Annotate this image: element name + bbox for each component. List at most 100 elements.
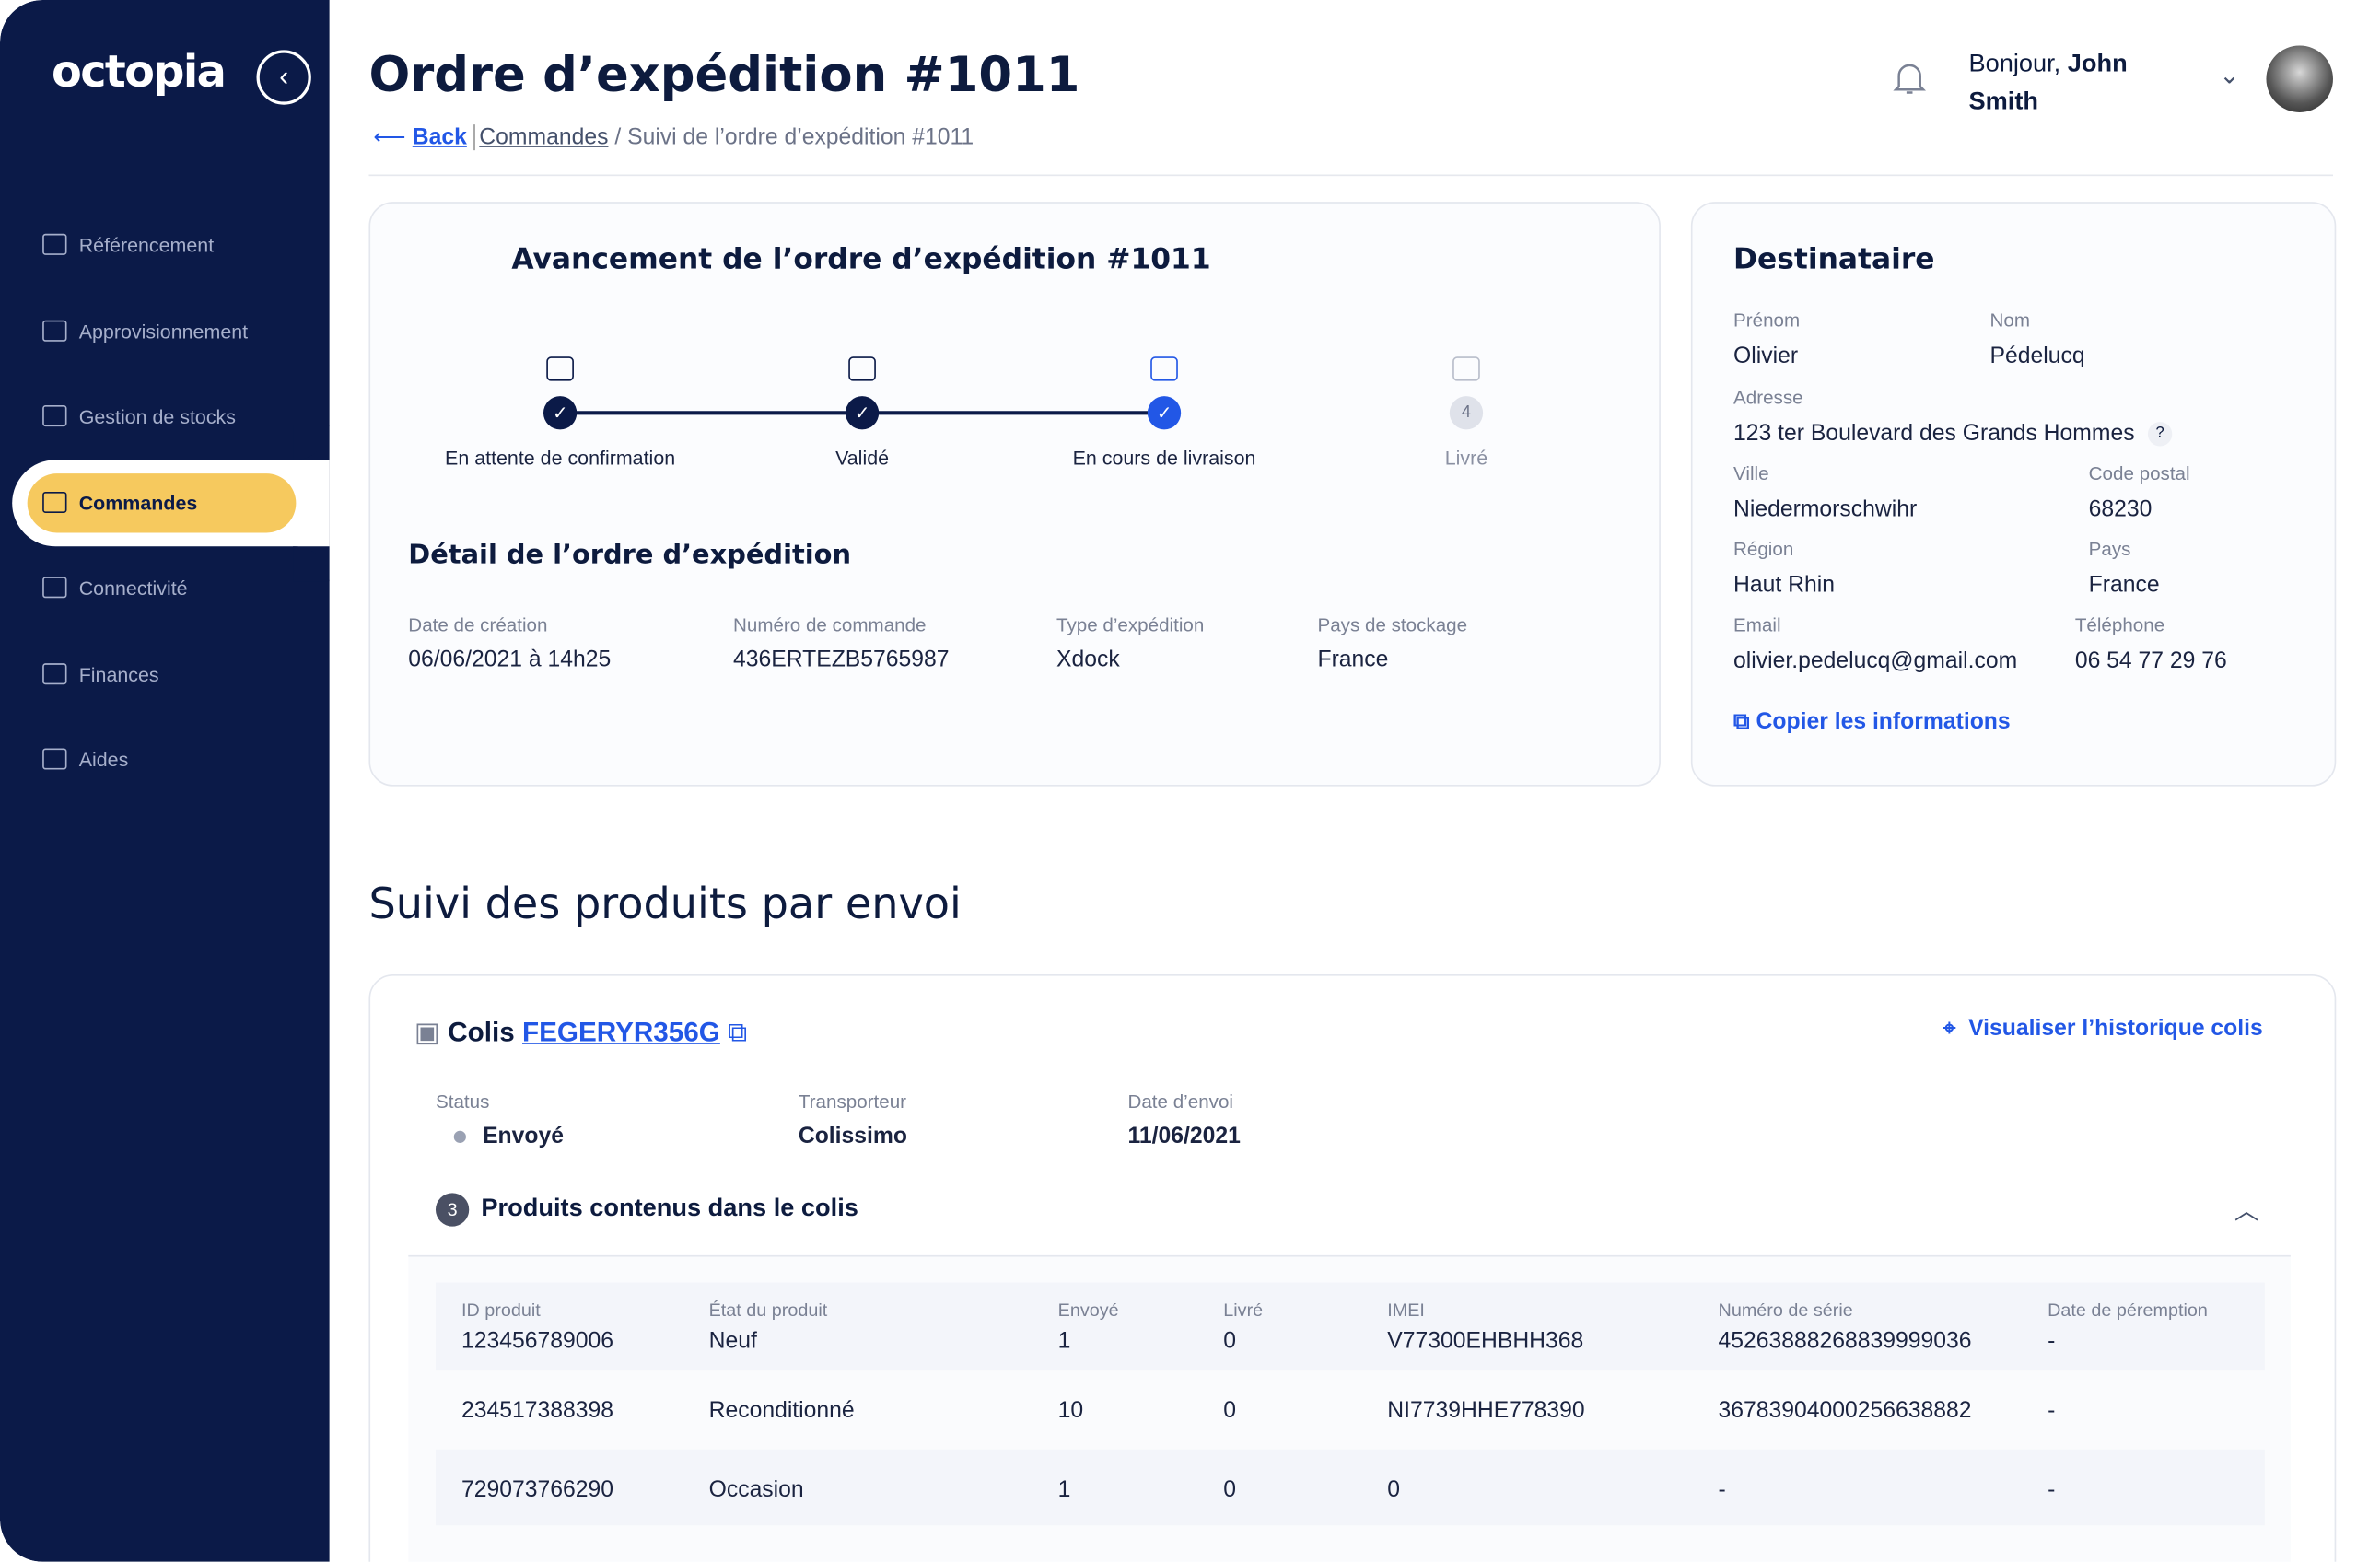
greeting-text: Bonjour,	[1968, 50, 2061, 78]
step-label: En cours de livraison	[1072, 446, 1256, 470]
logo: octopia	[52, 45, 227, 98]
field-label: Région	[1733, 539, 1794, 561]
recipient-title: Destinataire	[1733, 242, 1935, 276]
column-header: ID produit	[461, 1299, 541, 1321]
parcel-label: Colis	[448, 1017, 515, 1048]
field-label: Pays	[2088, 539, 2131, 561]
nav-item[interactable]: Référencement	[78, 233, 215, 257]
nav-icon[interactable]	[42, 319, 67, 341]
help-icon[interactable]: ?	[2147, 422, 2173, 447]
copy-text[interactable]: Copier les informations	[1756, 708, 2011, 735]
avatar[interactable]	[2266, 45, 2333, 112]
page-title: Ordre d’expédition #1011	[368, 45, 1080, 104]
column-header: Numéro de série	[1718, 1299, 1853, 1321]
column-header: Date de péremption	[2048, 1299, 2208, 1321]
nav-item[interactable]: Approvisionnement	[78, 319, 249, 343]
user-name: John Smith	[1968, 50, 2128, 116]
field-value: 06 54 77 29 76	[2074, 647, 2227, 674]
step-label: Validé	[835, 446, 890, 470]
back-link[interactable]: Back	[412, 124, 467, 151]
cell: 10	[1057, 1397, 1084, 1424]
field-value: 68230	[2088, 495, 2152, 522]
field-label: Pays de stockage	[1317, 614, 1468, 636]
cell: Occasion	[708, 1476, 804, 1503]
back-arrow[interactable]: ⟵	[373, 124, 406, 151]
cell: 0	[1223, 1328, 1237, 1355]
field-value: 436ERTEZB5765987	[732, 647, 950, 673]
cell: Neuf	[708, 1328, 757, 1355]
nav-icon[interactable]	[42, 233, 67, 255]
history-link[interactable]: ⌖ Visualiser l’historique colis	[1942, 1016, 2262, 1042]
field-label: Date d’envoi	[1127, 1090, 1233, 1113]
field-value: France	[1317, 647, 1389, 673]
collapse-button[interactable]: ‹	[256, 50, 311, 105]
cell: 234517388398	[461, 1397, 613, 1424]
field-label: Status	[435, 1090, 490, 1113]
copy-icon: ⧉	[1733, 708, 1750, 735]
parcel-id[interactable]: FEGERYR356G	[522, 1017, 720, 1048]
progress-card	[368, 202, 1661, 787]
nav-icon[interactable]	[42, 491, 67, 513]
greeting: Bonjour, John Smith	[1968, 45, 2165, 121]
copy-id-icon[interactable]: ⧉	[728, 1017, 748, 1048]
progress-title: Avancement de l’ordre d’expédition #1011	[511, 242, 1211, 276]
step-check: ✓	[845, 396, 880, 430]
count-badge: 3	[435, 1193, 470, 1227]
field-value: Olivier	[1733, 343, 1799, 369]
parcel-icon: ▣	[414, 1017, 440, 1048]
nav-icon[interactable]	[42, 577, 67, 599]
nav-item[interactable]: Connectivité	[78, 577, 188, 600]
field-value: 123 ter Boulevard des Grands Hommes	[1733, 420, 2135, 447]
user-menu-chevron[interactable]: ⌄	[2219, 64, 2240, 90]
cell: -	[2048, 1397, 2056, 1424]
column-header: Livré	[1223, 1299, 1264, 1321]
detail-title: Détail de l’ordre d’expédition	[408, 540, 851, 571]
field-value: 11/06/2021	[1127, 1123, 1241, 1149]
step-label: En attente de confirmation	[445, 446, 676, 470]
field-label: Nom	[1989, 309, 2031, 332]
field-value: Colissimo	[798, 1123, 907, 1149]
row-bg	[435, 1282, 2265, 1371]
step-icon	[546, 356, 574, 381]
cell: 45263888268839999036	[1718, 1328, 1972, 1355]
cell: Reconditionné	[708, 1397, 855, 1424]
nav-item[interactable]: Finances	[78, 662, 159, 686]
pin-icon: ⌖	[1942, 1015, 1956, 1042]
active-pill[interactable]	[27, 473, 297, 533]
cell: -	[2048, 1476, 2056, 1503]
field-value: France	[2088, 572, 2160, 599]
history-text[interactable]: Visualiser l’historique colis	[1968, 1015, 2263, 1042]
field-label: Prénom	[1733, 309, 1801, 332]
step-check: ✓	[1147, 396, 1182, 430]
nav-icon[interactable]	[42, 748, 67, 770]
sidebar	[0, 0, 330, 1562]
cell: -	[2048, 1328, 2056, 1355]
nav-item[interactable]: Aides	[78, 748, 129, 772]
cell: 0	[1223, 1397, 1237, 1424]
field-label: Email	[1733, 614, 1781, 636]
bell-icon[interactable]	[1891, 58, 1928, 100]
cell: 123456789006	[461, 1328, 613, 1355]
breadcrumb-parent[interactable]: Commandes	[472, 124, 609, 151]
status-dot	[453, 1130, 466, 1143]
cell: NI7739HHE778390	[1387, 1397, 1585, 1424]
cell: -	[1718, 1476, 1726, 1503]
nav-icon[interactable]	[42, 405, 67, 427]
field-value: Envoyé	[483, 1123, 565, 1149]
cell: V77300EHBHH368	[1387, 1328, 1584, 1355]
field-label: Transporteur	[798, 1090, 907, 1113]
nav-item[interactable]: Commandes	[78, 491, 198, 514]
column-header: IMEI	[1387, 1299, 1425, 1321]
nav-item[interactable]: Gestion de stocks	[78, 405, 236, 428]
field-label: Numéro de commande	[732, 614, 927, 636]
cell: 729073766290	[461, 1476, 613, 1503]
column-header: Envoyé	[1057, 1299, 1119, 1321]
step-check: ✓	[542, 396, 578, 430]
breadcrumb-separator: /	[614, 124, 622, 151]
collapse-chevron[interactable]: ︿	[2234, 1198, 2259, 1225]
nav-icon[interactable]	[42, 662, 67, 684]
row-bg	[435, 1449, 2265, 1526]
field-value: Haut Rhin	[1733, 572, 1835, 599]
copy-link[interactable]: ⧉ Copier les informations	[1733, 709, 2011, 735]
